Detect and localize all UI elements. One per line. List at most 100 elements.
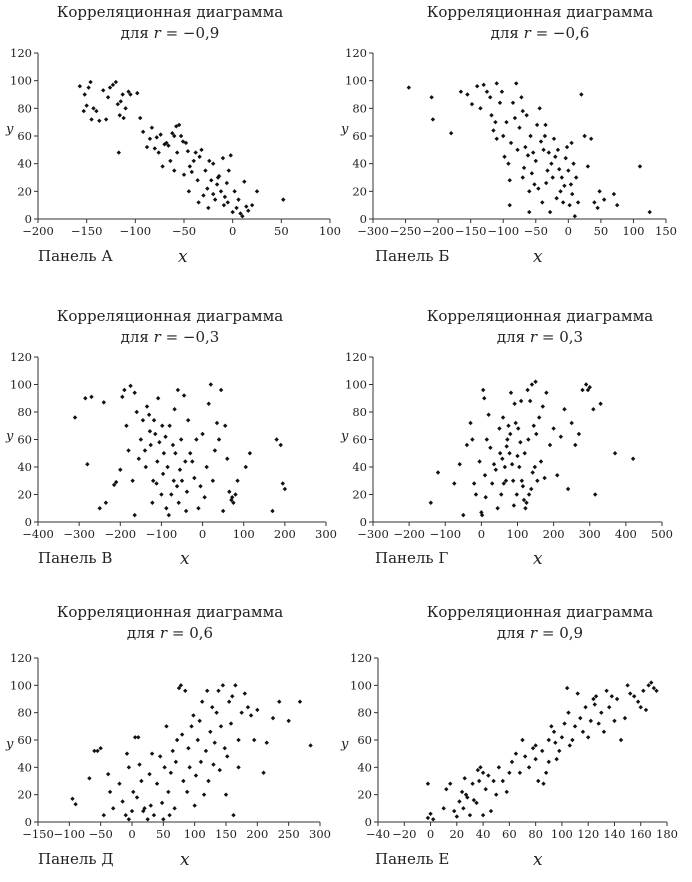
scatter-point — [494, 81, 499, 86]
scatter-point — [475, 767, 481, 773]
x-tick-label: −50 — [524, 224, 548, 238]
scatter-point — [595, 205, 600, 211]
scatter-point — [519, 95, 524, 100]
x-tick-label: 250 — [278, 827, 300, 841]
scatter-point — [526, 765, 532, 770]
x-tick-label: −200 — [422, 224, 454, 238]
scatter-point — [598, 401, 603, 406]
scatter-point — [201, 193, 206, 198]
scatter-point — [113, 79, 119, 85]
scatter-point — [530, 746, 536, 751]
scatter-point — [147, 771, 152, 777]
y-tick-label: 100 — [345, 378, 367, 392]
scatter-point — [226, 699, 232, 704]
scatter-point — [575, 691, 580, 696]
scatter-point — [187, 765, 192, 770]
scatter-point — [143, 464, 148, 470]
y-tick-label: 0 — [25, 815, 32, 829]
scatter-point — [85, 462, 90, 467]
scatter-point — [524, 113, 529, 118]
scatter-point — [558, 434, 564, 439]
scatter-point — [190, 459, 195, 464]
axes — [372, 53, 666, 220]
scatter-point — [254, 189, 260, 194]
scatter-point — [428, 500, 433, 505]
scatter-point — [519, 478, 525, 483]
y-tick-label: 0 — [25, 515, 32, 529]
scatter-point — [149, 751, 155, 756]
scatter-point — [175, 387, 181, 393]
scatter-point — [533, 379, 538, 384]
scatter-point — [105, 95, 111, 100]
scatter-point — [457, 799, 462, 804]
chart-title: Корреляционная диаграмма — [427, 3, 653, 21]
scatter-point — [134, 795, 140, 800]
x-tick-label: −150 — [455, 224, 487, 238]
scatter-point — [441, 806, 446, 811]
scatter-point — [510, 100, 516, 105]
scatter-point — [604, 688, 609, 693]
scatter-point — [506, 423, 511, 428]
scatter-point — [186, 189, 192, 194]
scatter-point — [545, 168, 550, 173]
x-tick-label: −200 — [22, 224, 54, 238]
scatter-point — [505, 437, 510, 442]
scatter-point — [111, 482, 117, 488]
y-tick-label: 60 — [357, 733, 372, 747]
scatter-point — [520, 175, 525, 180]
scatter-point — [209, 178, 214, 183]
scatter-point — [140, 418, 146, 423]
scatter-point — [183, 508, 189, 514]
scatter-point — [528, 133, 533, 139]
scatter-point — [203, 168, 208, 173]
scatter-point — [529, 486, 534, 492]
scatter-point — [142, 806, 147, 811]
scatter-point — [278, 442, 283, 448]
scatter-point — [522, 754, 528, 759]
subtitle-prefix: для — [497, 624, 530, 642]
scatter-point — [569, 140, 574, 146]
scatter-point — [649, 680, 654, 685]
y-tick-label: 60 — [352, 129, 367, 143]
scatter-panel-2: Корреляционная диаграмма для r = −0,6 0 20 4… — [340, 3, 677, 267]
scatter-point — [203, 748, 209, 754]
scatter-point — [174, 150, 180, 155]
chart-title: Корреляционная диаграмма — [57, 3, 283, 21]
scatter-point — [242, 691, 247, 696]
scatter-point — [103, 500, 109, 505]
scatter-point — [261, 770, 266, 775]
scatter-point — [229, 497, 234, 503]
chart-title: Корреляционная диаграмма — [427, 603, 653, 621]
scatter-point — [101, 400, 107, 405]
y-tick-label: 80 — [17, 405, 32, 419]
scatter-point — [178, 437, 184, 442]
scatter-point — [546, 737, 551, 743]
subtitle-value: = −0,6 — [531, 24, 590, 42]
scatter-panel-4: Корреляционная диаграмма для r = 0,3 0 20 40… — [340, 307, 673, 569]
y-tick-label: 20 — [17, 488, 32, 502]
scatter-point — [101, 812, 106, 818]
x-tick-label: 40 — [476, 827, 491, 841]
scatter-point — [585, 387, 591, 393]
scatter-point — [630, 456, 636, 461]
scatter-point — [495, 506, 500, 511]
scatter-point — [468, 420, 473, 426]
scatter-point — [95, 748, 100, 754]
x-tick-label: 500 — [651, 527, 673, 541]
scatter-point — [242, 179, 247, 184]
panel-label: Панель В — [38, 549, 112, 567]
panel-label: Панель Б — [375, 247, 449, 265]
scatter-point — [173, 451, 178, 456]
x-tick-label: −300 — [357, 224, 389, 238]
scatter-point — [542, 133, 548, 139]
scatter-point — [229, 495, 235, 500]
scatter-point — [538, 139, 544, 144]
scatter-point — [227, 489, 232, 494]
x-tick-label: 200 — [543, 527, 565, 541]
scatter-point — [546, 150, 551, 155]
scatter-point — [430, 117, 436, 122]
y-tick-label: 0 — [360, 515, 367, 529]
scatter-point — [199, 147, 204, 153]
scatter-point — [153, 431, 158, 437]
scatter-point — [554, 196, 559, 201]
